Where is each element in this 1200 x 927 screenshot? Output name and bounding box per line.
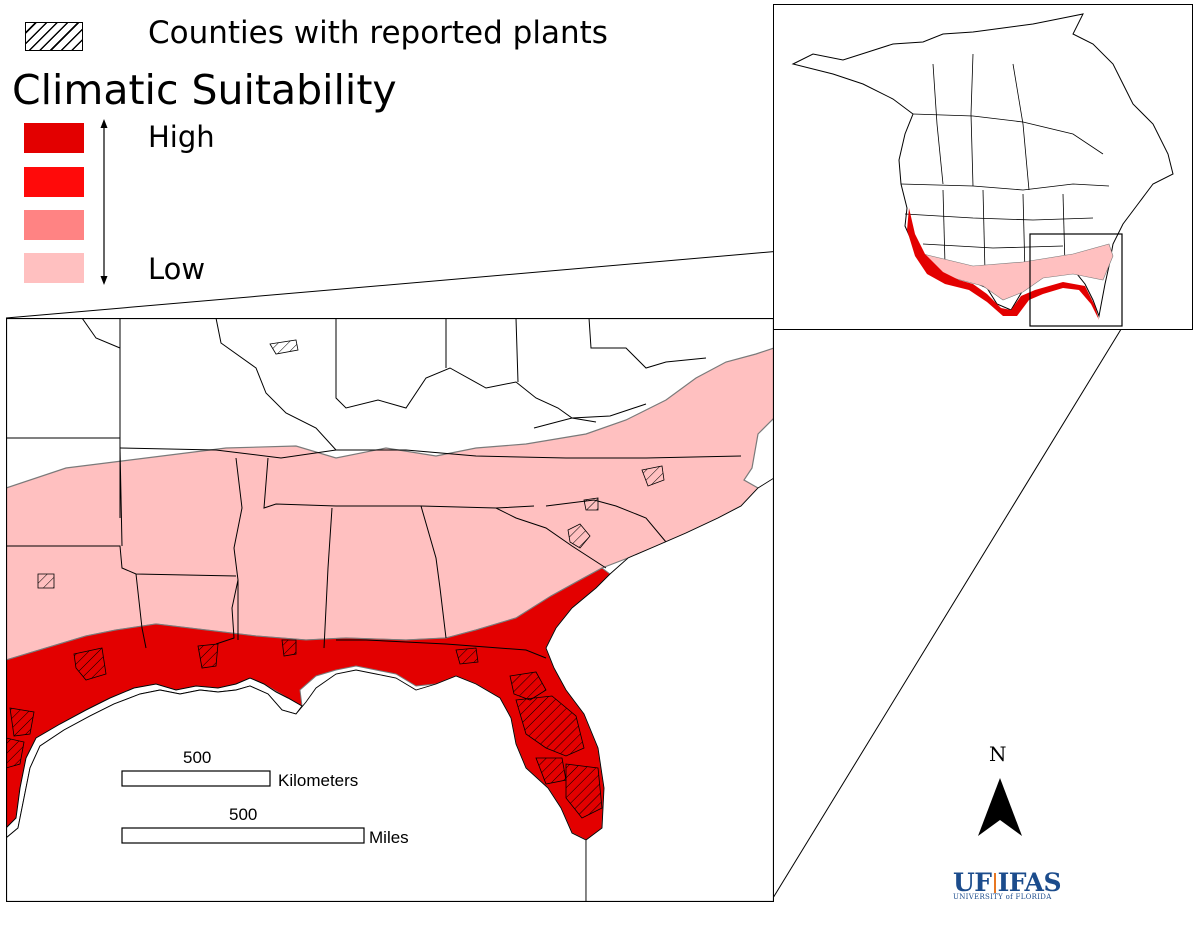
inset-map (773, 4, 1193, 330)
mile-scale-unit: Miles (369, 828, 409, 847)
reported-county (583, 497, 599, 511)
reported-county (73, 647, 107, 681)
north-label: N (989, 742, 1007, 766)
hatch-legend-label: Counties with reported plants (148, 15, 608, 51)
reported-county (515, 695, 585, 757)
hatch-legend-swatch (25, 22, 83, 51)
inset-zoom-rectangle (1029, 233, 1123, 327)
uf-ifas-logo: UF IFAS UNIVERSITY of FLORIDA (953, 868, 1062, 901)
north-arrow-icon (978, 778, 1022, 836)
reported-county (565, 763, 603, 819)
reported-county (269, 339, 299, 355)
legend-high-label: High (148, 120, 215, 154)
km-scale-bar (121, 770, 271, 787)
main-map (6, 318, 774, 902)
logo-ifas: IFAS (997, 868, 1062, 897)
logo-uf: UF (953, 868, 992, 897)
legend-swatch-medium-low (24, 210, 84, 240)
double-arrow-icon (100, 119, 108, 285)
reported-county (9, 707, 35, 737)
legend-swatch-medium-high (24, 167, 84, 197)
scale-bars (121, 770, 365, 844)
mile-scale-value: 500 (229, 805, 258, 824)
logo-divider (993, 873, 996, 893)
km-scale-unit: Kilometers (278, 771, 359, 790)
reported-county (281, 639, 297, 657)
legend-swatch-low (24, 253, 84, 283)
inset-low-suitability (922, 243, 1114, 301)
legend-low-label: Low (148, 252, 206, 286)
reported-county (567, 523, 591, 549)
legend-swatch-high (24, 123, 84, 153)
mile-scale-bar (121, 827, 365, 844)
reported-county (509, 671, 547, 701)
reported-county (37, 573, 55, 589)
reported-county (6, 737, 25, 769)
legend-title: Climatic Suitability (12, 66, 397, 114)
reported-county (641, 465, 665, 487)
reported-county (197, 643, 219, 669)
logo-subtitle: UNIVERSITY of FLORIDA (953, 893, 1052, 901)
km-scale-value: 500 (183, 748, 212, 767)
reported-county (455, 647, 479, 665)
